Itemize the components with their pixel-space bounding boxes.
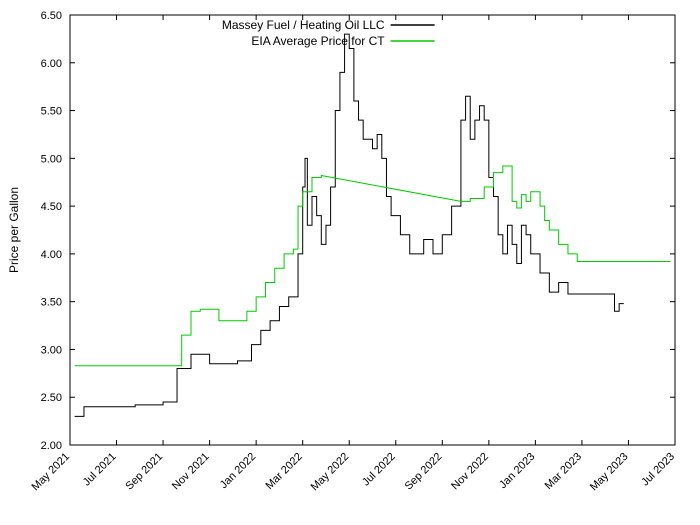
ytick-label: 3.50 xyxy=(41,297,62,309)
xtick-label: Mar 2022 xyxy=(263,451,304,492)
price-chart: 2.00 2.50 3.00 3.50 4.00 4.50 5.00 5.50 6.00 6.50… xyxy=(0,0,700,525)
xtick-label: Mar 2023 xyxy=(543,451,584,492)
legend-label: Massey Fuel / Heating Oil LLC xyxy=(222,18,385,32)
ytick-label: 5.00 xyxy=(41,153,62,165)
xtick-label: May 2021 xyxy=(29,451,72,494)
y-axis-label: Price per Gallon xyxy=(7,187,21,273)
series-massey xyxy=(75,34,624,416)
xtick-label: Jul 2023 xyxy=(639,451,677,489)
series-eia xyxy=(75,166,671,366)
xtick-label: Jul 2021 xyxy=(81,451,119,489)
xtick-label: Jan 2023 xyxy=(497,451,537,491)
ytick-label: 2.00 xyxy=(41,440,62,452)
xtick-label: Nov 2022 xyxy=(449,451,491,493)
xtick-label: Sep 2021 xyxy=(123,451,165,493)
xtick-label: Sep 2022 xyxy=(403,451,445,493)
xtick-label: May 2022 xyxy=(309,451,352,494)
ytick-label: 2.50 xyxy=(41,392,62,404)
ytick-label: 6.00 xyxy=(41,58,62,70)
ytick-label: 4.50 xyxy=(41,201,62,213)
ytick-label: 6.50 xyxy=(41,10,62,22)
legend-label: EIA Average Price for CT xyxy=(251,34,385,48)
ytick-label: 3.00 xyxy=(41,344,62,356)
ytick-label: 5.50 xyxy=(41,106,62,118)
xtick-label: Nov 2021 xyxy=(170,451,212,493)
xtick-label: Jan 2022 xyxy=(218,451,258,491)
xtick-label: May 2023 xyxy=(588,451,631,494)
plot-border xyxy=(70,15,675,445)
xtick-label: Jul 2022 xyxy=(360,451,398,489)
chart-svg: 2.00 2.50 3.00 3.50 4.00 4.50 5.00 5.50 6.00 6.50… xyxy=(0,0,700,525)
ytick-label: 4.00 xyxy=(41,249,62,261)
